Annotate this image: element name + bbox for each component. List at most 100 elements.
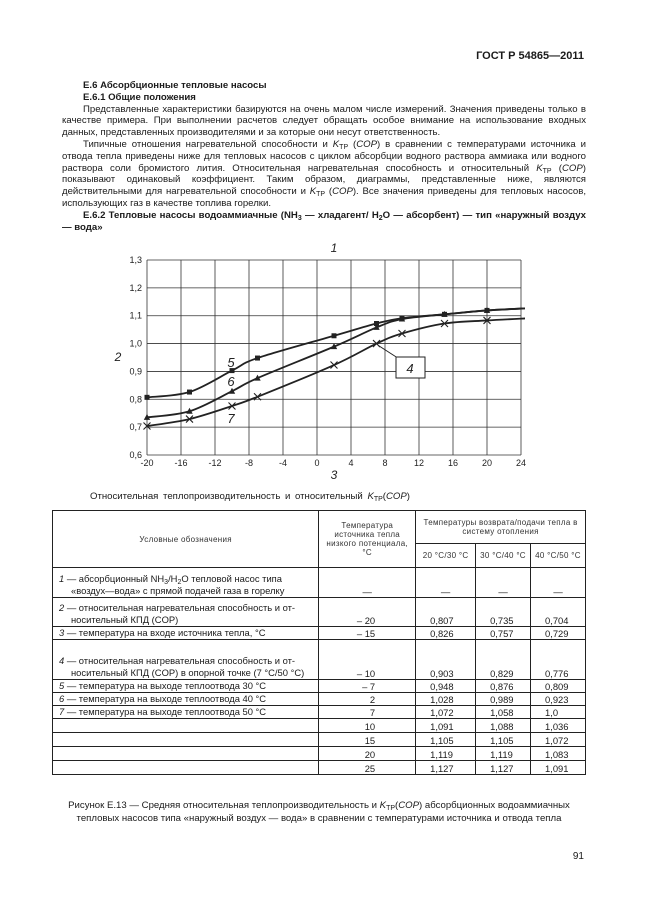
text-run: 2 (177, 579, 182, 586)
chart-caption: Относительная теплопроизводительность и … (90, 491, 410, 503)
text-run: O — абсорбент) — тип «наружный воздух — … (62, 209, 586, 233)
temp-cell: – 10 (318, 639, 417, 680)
value-cell: 0,923 (530, 692, 586, 706)
text-run: ( (348, 138, 357, 150)
data-point-square (331, 333, 337, 339)
table-row: 2 — относительная нагревательная способн… (51, 597, 586, 627)
table-row: 25 1,127 1,127 1,091 (51, 760, 586, 775)
table-row: 1 — абсорбционный NH3/H2O тепловой насос… (51, 567, 586, 598)
value-cell: 0,757 (475, 626, 531, 640)
value-cell: 0,989 (475, 692, 531, 706)
y-tick-label: 0,9 (129, 366, 142, 376)
figure-caption: Рисунок Е.13 — Средняя относительная теп… (52, 800, 586, 825)
text-run: ( (551, 162, 562, 174)
value-cell: 1,036 (530, 718, 586, 733)
legend-cell: 4 — относительная нагревательная способн… (51, 639, 320, 680)
legend-number: 4 (59, 655, 65, 666)
legend-cell (51, 732, 320, 747)
y-tick-label: 1,1 (129, 311, 142, 321)
legend-cell (51, 760, 320, 775)
header-30-40: 30 °С/40 °С (475, 543, 531, 568)
text-run: ТР (542, 167, 552, 175)
data-point-square (144, 394, 150, 400)
legend-number: 6 (59, 693, 65, 704)
text-run: COP (398, 800, 420, 811)
legend-text-cont: носительный КПД (COP) в опорной точке (7… (71, 667, 305, 678)
value-cell: 1,083 (530, 746, 586, 761)
temp-cell: 15 (318, 732, 417, 747)
legend-text: — температура на входе источника тепла, … (64, 627, 266, 638)
text-run: O тепловой насос типа (181, 573, 282, 584)
text-run: K (332, 138, 340, 150)
text-run: COP (386, 491, 407, 502)
y-tick-label: 1,3 (129, 255, 142, 265)
legend-cell: 2 — относительная нагревательная способн… (51, 597, 320, 627)
table-row: 20 1,119 1,119 1,083 (51, 746, 586, 761)
text-run: ТР (373, 496, 383, 503)
temp-cell: 10 (318, 718, 417, 733)
data-point-triangle (228, 387, 236, 394)
header-supply-temps: Температуры возврата/подачи тепла в сист… (415, 510, 586, 544)
legend-cell: 3 — температура на входе источника тепла… (51, 626, 320, 640)
x-tick-label: -12 (208, 458, 221, 468)
text-run: K (309, 186, 317, 198)
text-run: ТР (339, 143, 349, 151)
temp-cell: – 20 (318, 597, 417, 627)
temp-cell: — (318, 567, 417, 598)
y-tick-label: 1,2 (129, 283, 142, 293)
legend-text-cont: «воздух—вода» с прямой подачей газа в го… (71, 585, 285, 596)
text-run: Рисунок Е.13 — Средняя относительная теп… (68, 800, 380, 811)
header-source-temp: Температура источника тепла низкого поте… (318, 510, 417, 568)
text-run: COP (332, 186, 353, 198)
data-point-triangle (254, 374, 261, 381)
value-cell: 1,072 (415, 705, 477, 719)
series-7-line (147, 317, 525, 427)
table-row: 15 1,105 1,105 1,072 (51, 732, 586, 747)
legend-cell (51, 718, 320, 733)
value-cell: 0,729 (530, 626, 586, 640)
text-run: ). Все значения приведены для тепловых н… (62, 186, 586, 209)
data-point-triangle (330, 343, 338, 350)
y-axis-label: 2 (114, 350, 122, 364)
value-cell: — (475, 567, 531, 598)
data-point-cross (398, 329, 406, 338)
data-point-triangle (483, 306, 491, 313)
section-title: Е.6 Абсорбционные тепловые насосы (83, 80, 267, 91)
value-cell: 0,903 (415, 639, 477, 680)
temp-cell: – 15 (318, 626, 417, 640)
value-cell: 0,735 (475, 597, 531, 627)
text-run: 2 (378, 214, 383, 222)
text-run: COP (356, 138, 378, 150)
value-cell: 1,105 (415, 732, 477, 747)
value-cell: 1,088 (475, 718, 531, 733)
legend-text: — относительная нагревательная способнос… (64, 602, 296, 613)
value-cell: 0,776 (530, 639, 586, 680)
value-cell: 0,807 (415, 597, 477, 627)
legend-number: 2 (59, 602, 65, 613)
text-run: ( (325, 186, 333, 198)
text-run: — абсорбционный NH (64, 573, 165, 584)
subsection-title: Е.6.1 Общие положения (83, 91, 196, 103)
table-row: 7 — температура на выходе теплоотвода 50… (51, 705, 586, 719)
header-legend: Условные обозначения (51, 510, 320, 568)
temp-cell: 25 (318, 760, 417, 775)
header-20-30: 20 °С/30 °С (415, 543, 477, 568)
series-7-label: 7 (227, 411, 235, 426)
temp-cell: 2 (318, 692, 417, 706)
legend-text: — температура на выходе теплоотвода 30 °… (64, 680, 267, 691)
data-point-cross (228, 402, 236, 410)
legend-cell: 5 — температура на выходе теплоотвода 30… (51, 679, 320, 693)
value-cell: — (530, 567, 586, 598)
value-cell: 0,876 (475, 679, 531, 693)
legend-cell: 1 — абсорбционный NH3/H2O тепловой насос… (51, 567, 320, 598)
chart: -20 -16 -12 -8 -4 0 4 8 12 16 20 240,60,70,80,91,01… (114, 241, 526, 482)
y-tick-label: 1,0 (129, 339, 142, 349)
legend-table: Условные обозначения Температура источни… (51, 510, 586, 775)
legend-cell (51, 746, 320, 761)
data-point-cross (185, 415, 194, 423)
x-tick-label: 16 (448, 458, 458, 468)
text-run: K (536, 162, 543, 174)
legend-number: 1 (59, 573, 65, 584)
data-point-cross (483, 316, 491, 325)
value-cell: 1,028 (415, 692, 477, 706)
